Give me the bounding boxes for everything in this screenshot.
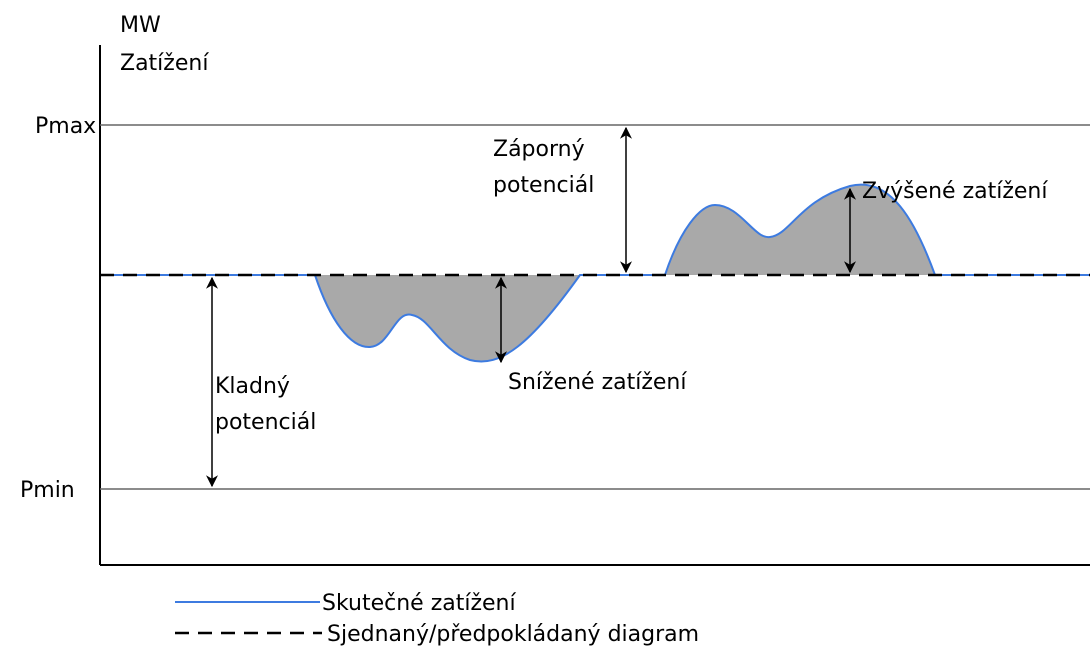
annotation: Kladný: [215, 374, 290, 399]
annotation: Snížené zatížení: [508, 370, 687, 395]
annotation: Záporný: [493, 137, 585, 162]
legend-label: Skutečné zatížení: [322, 591, 516, 616]
legend-label: Sjednaný/předpokládaný diagram: [327, 622, 699, 647]
annotation: potenciál: [215, 410, 316, 435]
decrease-area: [315, 275, 580, 362]
axis-unit: MW: [120, 13, 161, 38]
annotation: potenciál: [493, 173, 594, 198]
increase-area: [665, 184, 935, 275]
pmin-label: Pmin: [20, 478, 75, 503]
pmax-label: Pmax: [35, 114, 96, 139]
annotation: Zvýšené zatížení: [862, 179, 1048, 204]
axis-label: Zatížení: [120, 51, 209, 76]
actual-load: [100, 183, 1090, 363]
